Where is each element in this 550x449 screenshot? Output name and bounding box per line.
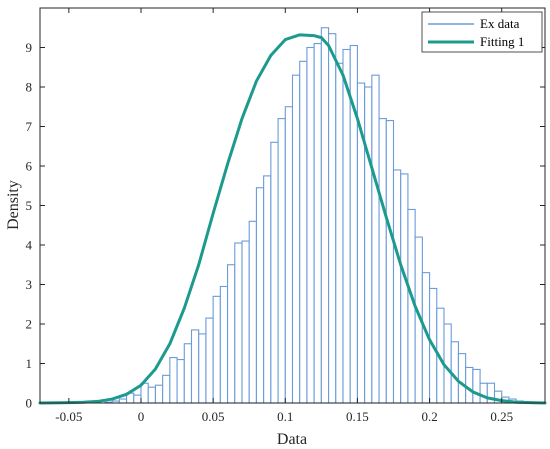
histogram-bar [227,264,236,404]
histogram-bar [313,42,322,404]
y-axis: 0 1 2 3 4 5 6 7 8 9 [26,40,545,411]
y-tick-label: 4 [26,238,33,253]
histogram-bar [284,106,294,404]
histogram-bar [291,74,301,404]
legend: Ex data Fitting 1 [421,11,543,53]
legend-box [421,11,543,53]
x-axis-label: Data [277,431,307,448]
histogram-bar [328,33,337,404]
histogram-bar [190,329,200,404]
x-tick-label: 0.05 [202,409,225,424]
x-tick-label: 0.1 [277,409,293,424]
histogram-bar [248,220,257,404]
histogram-bar [198,333,207,404]
histogram-bar [162,374,171,404]
histogram-bar [147,386,156,404]
histogram-bar [465,366,474,404]
y-tick-label: 8 [26,80,33,95]
y-tick-label: 9 [26,40,33,55]
y-tick-label: 1 [26,356,33,371]
histogram-bar [371,74,380,404]
histogram-bar [270,141,279,404]
x-tick-label: 0.25 [490,409,513,424]
legend-label-fitting-1: Fitting 1 [480,34,524,49]
x-tick-label: -0.05 [55,409,82,424]
histogram-bar [255,187,265,404]
y-tick-label: 5 [26,198,33,213]
histogram-bar [320,27,330,404]
histogram-bar [457,353,467,404]
x-tick-label: 0.2 [421,409,437,424]
histogram-bar [392,169,402,404]
histogram-bar [133,394,142,404]
histogram-bar [241,240,250,404]
histogram-bar [443,323,452,404]
y-tick-label: 0 [26,396,33,411]
y-tick-label: 7 [26,119,33,134]
x-tick-label: 0 [138,409,145,424]
histogram-bar [277,118,286,404]
histogram-bar [263,175,272,404]
histogram-bar [154,384,164,404]
histogram-bar [400,173,409,404]
histogram-bar [219,285,229,404]
histogram-bar [169,357,178,404]
histogram-bar [479,382,488,404]
y-axis-label: Density [5,180,22,230]
x-axis: -0.05 0 0.05 0.1 0.15 0.2 0.25 [55,8,513,424]
y-tick-label: 2 [26,317,33,332]
histogram-bar [342,48,351,404]
y-tick-label: 3 [26,277,33,292]
histogram-bar [234,242,243,404]
y-tick-label: 6 [26,159,33,174]
histogram-bar [299,60,308,404]
histogram-bar [385,120,395,404]
histogram-bar [364,86,373,404]
histogram-bar [205,317,214,404]
histogram-bar [176,358,185,404]
fit-curve [38,33,547,405]
histogram-bar [306,46,315,404]
legend-label-ex-data: Ex data [480,16,520,31]
histogram-bar [378,118,387,404]
histogram-bar [335,62,344,404]
histogram-bar [472,368,481,404]
histogram-bar [183,343,193,404]
histogram-bar [212,295,221,404]
x-tick-label: 0.15 [346,409,369,424]
histogram-bar [118,398,128,404]
